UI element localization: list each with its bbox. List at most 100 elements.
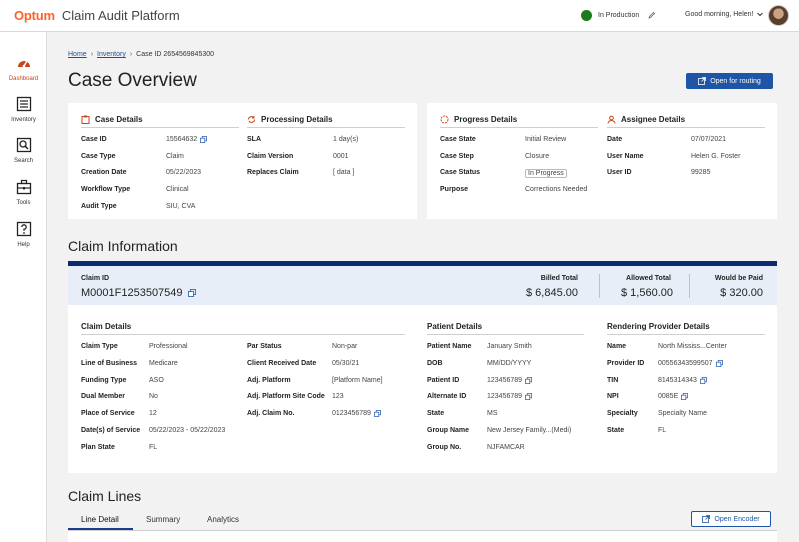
copy-icon[interactable] <box>374 410 381 418</box>
section-title: Assignee Details <box>621 115 686 124</box>
user-avatar[interactable] <box>768 5 789 26</box>
app-title: Claim Audit Platform <box>61 8 180 23</box>
brand-logo[interactable]: Optum <box>14 8 55 23</box>
claim-detail-label: Plan State <box>81 443 115 451</box>
provider-detail-label: TIN <box>607 376 619 384</box>
sidebar-item-inventory[interactable]: Inventory <box>0 96 47 123</box>
status-badge: In Progress <box>525 169 567 179</box>
case-detail-value: 05/22/2023 <box>166 169 201 176</box>
sidebar-item-tools[interactable]: Tools <box>0 179 47 206</box>
assignee-detail-value: Helen G. Foster <box>691 153 740 160</box>
speedometer-icon <box>17 60 30 68</box>
divider <box>247 127 405 128</box>
case-detail-value: Clinical <box>166 186 189 193</box>
field-value-text: MS <box>487 410 498 418</box>
case-detail-value: 15564632 <box>166 136 208 143</box>
assignee-detail-label: User Name <box>607 152 644 160</box>
provider-detail-value: 8145314343 <box>658 377 707 384</box>
tabs-divider <box>68 530 777 531</box>
progress-detail-label: Case Status <box>440 169 481 177</box>
billed-total-value: $ 6,845.00 <box>526 287 578 299</box>
case-detail-label: Case Type <box>81 152 116 160</box>
assignee-detail-value: 07/07/2021 <box>691 136 726 143</box>
claim-band-accent <box>68 261 777 266</box>
provider-detail-value: FL <box>658 427 666 434</box>
patient-detail-value: 123456789 <box>487 393 532 400</box>
active-tab-indicator <box>68 528 133 530</box>
open-encoder-button[interactable]: Open Encoder <box>691 511 771 527</box>
progress-icon <box>440 115 449 124</box>
field-value-text: North Mississ...Center <box>658 343 727 350</box>
field-value-text: 05/22/2023 - 05/22/2023 <box>149 427 226 434</box>
field-value-text: [ data ] <box>333 169 355 177</box>
patient-detail-value: NJFAMCAR <box>487 444 525 451</box>
search-icon <box>16 137 31 153</box>
claim-information-title: Claim Information <box>68 238 178 254</box>
open-for-routing-button[interactable]: Open for routing <box>686 73 773 89</box>
field-value-text: 1 day(s) <box>333 136 359 143</box>
tab-summary[interactable]: Summary <box>146 515 181 524</box>
chevron-right-icon: › <box>129 51 133 58</box>
claim-detail-value: 123 <box>332 393 344 400</box>
field-value-text: Specialty Name <box>658 410 708 418</box>
claim-detail-value: Medicare <box>149 360 178 367</box>
case-detail-label: Creation Date <box>81 169 127 177</box>
provider-detail-label: NPI <box>607 393 619 401</box>
breadcrumb-home-link[interactable]: Home <box>68 51 87 58</box>
processing-details-header: Processing Details <box>247 115 333 124</box>
copy-icon[interactable] <box>525 376 532 384</box>
claim-detail-label: Claim Type <box>81 343 118 350</box>
divider <box>607 127 765 128</box>
divider <box>81 127 239 128</box>
allowed-total-value: $ 1,560.00 <box>621 287 673 299</box>
chevron-down-icon[interactable] <box>756 10 764 20</box>
field-value-text: January Smith <box>487 343 532 350</box>
copy-icon[interactable] <box>715 359 723 367</box>
copy-icon[interactable] <box>700 376 707 384</box>
processing-detail-value: 1 day(s) <box>333 136 358 143</box>
copy-icon[interactable] <box>681 393 689 401</box>
field-value-text: No <box>149 393 158 401</box>
field-value-text: 12 <box>149 410 157 418</box>
field-value-text: Non-par <box>332 343 358 350</box>
copy-icon[interactable] <box>200 136 208 143</box>
claim-detail-value: 0123456789 <box>332 410 381 417</box>
page-title: Case Overview <box>68 70 197 91</box>
would-be-paid-value: $ 320.00 <box>720 287 763 299</box>
environment-indicator: In Production <box>581 10 639 21</box>
help-icon <box>16 221 31 237</box>
patient-detail-value: MM/DD/YYYY <box>487 360 531 367</box>
field-value-text: Initial Review <box>525 136 567 143</box>
claim-detail-label: Adj. Claim No. <box>247 410 295 418</box>
user-greeting[interactable]: Good morning, Helen! <box>685 11 754 18</box>
claim-detail-label: Client Received Date <box>247 359 317 367</box>
field-value-text: 05/30/21 <box>332 359 360 367</box>
list-icon <box>16 96 31 112</box>
tab-analytics[interactable]: Analytics <box>207 515 240 524</box>
tab-line-detail[interactable]: Line Detail <box>81 515 119 524</box>
claim-detail-value: Professional <box>149 343 188 350</box>
field-value-text: 123 <box>332 393 344 401</box>
allowed-total-label: Allowed Total <box>626 275 671 282</box>
field-value-text: Corrections Needed <box>525 186 588 194</box>
pencil-icon[interactable] <box>648 11 656 21</box>
patient-detail-label: Alternate ID <box>427 393 467 401</box>
user-icon <box>607 115 616 124</box>
breadcrumb-inventory-link[interactable]: Inventory <box>97 51 126 58</box>
copy-icon[interactable] <box>187 289 196 297</box>
case-detail-value: SIU, CVA <box>166 203 195 210</box>
sidebar-item-search[interactable]: Search <box>0 137 47 164</box>
progress-detail-value: Corrections Needed <box>525 186 587 193</box>
provider-detail-value: Specialty Name <box>658 410 707 417</box>
field-value-text: 123456789 <box>487 376 523 384</box>
provider-detail-label: Specialty <box>607 410 638 418</box>
routing-button-label: Open for routing <box>710 77 761 85</box>
rendering-provider-details-header: Rendering Provider Details <box>607 322 710 331</box>
field-value-text: [Platform Name] <box>332 376 383 384</box>
case-detail-label: Workflow Type <box>81 186 131 194</box>
patient-detail-label: Group Name <box>427 427 470 434</box>
field-value-text: 99285 <box>691 169 711 177</box>
sidebar-item-help[interactable]: Help <box>0 221 47 248</box>
sidebar-item-dashboard[interactable]: Dashboard <box>0 55 47 82</box>
copy-icon[interactable] <box>525 393 532 401</box>
